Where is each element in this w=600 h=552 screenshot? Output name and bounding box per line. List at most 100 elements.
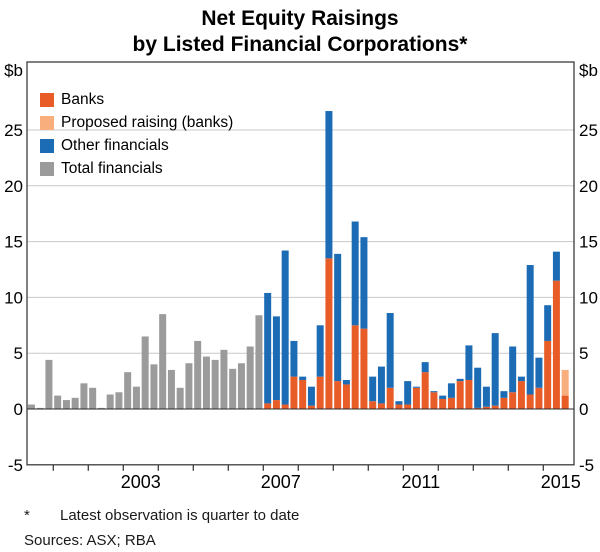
bar-banks (272, 400, 280, 409)
bar-other-financials (412, 386, 420, 388)
bar-total-financials (211, 359, 219, 409)
bar-total-financials (106, 394, 114, 409)
x-axis-year-label: 2007 (261, 472, 301, 492)
chart-title-line1: Net Equity Raisings (201, 7, 399, 30)
legend-item-banks: Banks (40, 88, 233, 111)
bar-other-financials (360, 237, 368, 329)
bar-other-financials (439, 395, 447, 399)
bar-banks (290, 376, 298, 409)
bar-total-financials (255, 315, 263, 409)
bar-total-financials (150, 364, 158, 409)
bar-banks (544, 340, 552, 409)
bar-other-financials (474, 367, 482, 408)
bar-other-financials (465, 345, 473, 380)
bar-banks (447, 397, 455, 409)
y-axis-label-left: 5 (14, 344, 23, 363)
bar-total-financials (194, 340, 202, 409)
bar-proposed-raising (561, 369, 569, 396)
footnote-marker: * (24, 507, 30, 524)
bar-other-financials (404, 381, 412, 405)
legend-label: Proposed raising (banks) (61, 113, 234, 131)
y-axis-label-left: 0 (14, 400, 23, 419)
bar-banks (491, 405, 499, 409)
bar-banks (395, 404, 403, 409)
bar-other-financials (517, 376, 525, 382)
bar-total-financials (159, 314, 167, 409)
bar-banks (360, 328, 368, 409)
x-axis-year-label: 2003 (121, 472, 161, 492)
bar-total-financials (36, 407, 44, 409)
bar-banks (430, 392, 438, 409)
bar-banks (386, 387, 394, 409)
bar-total-financials (202, 356, 210, 409)
bar-other-financials (281, 250, 289, 405)
x-axis-year-label: 2011 (401, 472, 440, 492)
bar-other-financials (369, 376, 377, 402)
bar-other-financials (552, 251, 560, 281)
bar-total-financials (237, 363, 245, 409)
bar-banks (342, 384, 350, 409)
bar-banks (517, 381, 525, 409)
y-axis-label-right: 0 (579, 400, 588, 419)
legend-item-total-financials: Total financials (40, 157, 233, 180)
bar-other-financials (334, 253, 342, 382)
bar-banks (334, 381, 342, 409)
legend-label: Total financials (61, 159, 163, 177)
sources-line: Sources: ASX; RBA (24, 532, 156, 549)
bar-total-financials (124, 372, 132, 409)
bar-banks (535, 387, 543, 409)
bar-banks (552, 280, 560, 409)
bar-total-financials (141, 336, 149, 409)
unit-label-right: $b (579, 61, 598, 80)
legend-label: Banks (61, 90, 105, 108)
bar-banks (439, 398, 447, 409)
bar-total-financials (246, 346, 254, 409)
bar-other-financials (544, 305, 552, 341)
plot-frame (26, 61, 575, 466)
bar-banks (421, 372, 429, 409)
bar-total-financials (97, 407, 105, 409)
x-axis-year-label: 2015 (541, 472, 581, 492)
bar-total-financials (220, 349, 228, 409)
y-axis-label-right: 15 (579, 233, 598, 252)
bar-total-financials (229, 368, 237, 409)
bar-other-financials (509, 346, 517, 393)
bar-other-financials (299, 376, 307, 380)
y-axis-label-left: 25 (4, 121, 23, 140)
bar-total-financials (80, 383, 88, 409)
y-axis-label-right: 5 (579, 344, 588, 363)
bar-banks (404, 404, 412, 409)
bar-banks (325, 258, 333, 409)
y-axis-label-right: 10 (579, 288, 598, 307)
bar-other-financials (421, 362, 429, 373)
legend-item-proposed-raising: Proposed raising (banks) (40, 111, 233, 134)
bar-other-financials (325, 111, 333, 259)
bar-other-financials (456, 378, 464, 382)
bar-other-financials (377, 366, 385, 404)
bar-banks (351, 325, 359, 409)
chart-title-line2: by Listed Financial Corporations* (132, 33, 468, 56)
bar-banks (377, 403, 385, 409)
chart-legend: Banks Proposed raising (banks) Other fin… (40, 88, 233, 180)
bar-other-financials (535, 357, 543, 388)
y-axis-label-left: 15 (4, 233, 23, 252)
bar-other-financials (272, 316, 280, 401)
bar-other-financials (395, 401, 403, 405)
other-financials-swatch-icon (40, 138, 54, 153)
unit-label-left: $b (4, 61, 23, 80)
bar-banks (369, 401, 377, 409)
bar-total-financials (115, 392, 123, 409)
bar-banks (264, 403, 272, 409)
bar-banks (299, 379, 307, 409)
y-axis-label-right: -5 (579, 456, 594, 475)
bar-banks (412, 387, 420, 409)
bar-total-financials (176, 387, 184, 409)
bar-other-financials (482, 386, 490, 407)
bar-other-financials (447, 383, 455, 398)
bar-banks (500, 397, 508, 409)
bar-total-financials (167, 369, 175, 409)
total-financials-swatch-icon (40, 161, 54, 176)
bar-other-financials (430, 391, 438, 393)
y-axis-label-left: -5 (8, 456, 23, 475)
bar-total-financials (62, 400, 70, 409)
